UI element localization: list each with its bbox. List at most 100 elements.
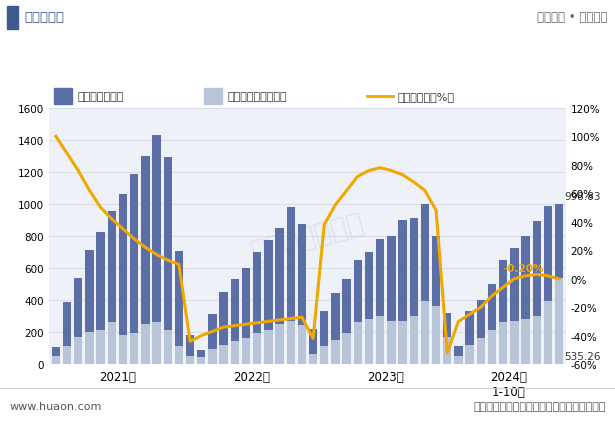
Bar: [74, 337, 82, 364]
Bar: [331, 294, 339, 364]
Bar: [231, 342, 239, 364]
Text: -0.20%: -0.20%: [503, 264, 544, 273]
Bar: [7, 6, 18, 30]
Bar: [454, 356, 462, 364]
Bar: [253, 333, 261, 364]
Bar: [208, 314, 216, 364]
Bar: [264, 241, 272, 364]
Bar: [522, 319, 530, 364]
Text: 专业严谨 • 客观科学: 专业严谨 • 客观科学: [538, 11, 608, 24]
Bar: [85, 250, 93, 364]
Bar: [52, 356, 60, 364]
Bar: [354, 260, 362, 364]
Bar: [399, 321, 407, 364]
Bar: [309, 329, 317, 364]
Bar: [522, 236, 530, 364]
Bar: [443, 313, 451, 364]
Bar: [204, 89, 222, 105]
Text: 998.83: 998.83: [565, 191, 601, 201]
Bar: [544, 206, 552, 364]
Text: 数据来源：国家统计局，华经产业研究院整理: 数据来源：国家统计局，华经产业研究院整理: [474, 401, 606, 411]
Bar: [510, 249, 518, 364]
Bar: [208, 349, 216, 364]
Bar: [477, 338, 485, 364]
Text: 华经情报网: 华经情报网: [25, 11, 65, 24]
Text: 535.26: 535.26: [565, 351, 601, 361]
Bar: [488, 331, 496, 364]
Bar: [488, 284, 496, 364]
Bar: [387, 321, 395, 364]
Bar: [141, 324, 149, 364]
Bar: [220, 292, 228, 364]
Bar: [410, 316, 418, 364]
Bar: [466, 345, 474, 364]
Bar: [533, 316, 541, 364]
Text: 2021-2024年10月天津市房地产商品房及商品房现房销售面积: 2021-2024年10月天津市房地产商品房及商品房现房销售面积: [134, 52, 481, 70]
Bar: [85, 332, 93, 364]
Bar: [499, 260, 507, 364]
Bar: [555, 204, 563, 364]
Bar: [253, 252, 261, 364]
Bar: [119, 194, 127, 364]
Bar: [63, 346, 71, 364]
Bar: [432, 306, 440, 364]
Bar: [454, 346, 462, 364]
Bar: [186, 356, 194, 364]
Bar: [164, 331, 172, 364]
Bar: [97, 331, 105, 364]
Bar: [63, 303, 71, 364]
Bar: [276, 324, 284, 364]
Bar: [141, 156, 149, 364]
Bar: [399, 220, 407, 364]
Bar: [197, 350, 205, 364]
Bar: [231, 279, 239, 364]
Bar: [264, 330, 272, 364]
Bar: [421, 204, 429, 364]
Bar: [320, 346, 328, 364]
Bar: [410, 219, 418, 364]
Bar: [376, 316, 384, 364]
Bar: [175, 252, 183, 364]
Bar: [54, 89, 73, 105]
Bar: [220, 345, 228, 364]
Bar: [343, 279, 351, 364]
Bar: [555, 279, 563, 364]
Bar: [320, 311, 328, 364]
Text: 商品房增速（%）: 商品房增速（%）: [398, 92, 455, 101]
Bar: [365, 319, 373, 364]
Bar: [97, 233, 105, 364]
Bar: [443, 337, 451, 364]
Text: 华经产业研究院: 华经产业研究院: [248, 208, 367, 265]
Bar: [376, 239, 384, 364]
Text: www.huaon.com: www.huaon.com: [9, 401, 101, 411]
Bar: [287, 208, 295, 364]
Bar: [298, 325, 306, 364]
Bar: [108, 212, 116, 364]
Bar: [432, 236, 440, 364]
Bar: [331, 340, 339, 364]
Bar: [387, 236, 395, 364]
Bar: [477, 300, 485, 364]
Bar: [421, 302, 429, 364]
Bar: [466, 311, 474, 364]
Bar: [309, 354, 317, 364]
Bar: [119, 335, 127, 364]
Text: 商品房现房（万㎡）: 商品房现房（万㎡）: [228, 92, 287, 101]
Bar: [130, 334, 138, 364]
Bar: [130, 175, 138, 364]
Bar: [153, 322, 161, 364]
Bar: [74, 279, 82, 364]
Bar: [52, 348, 60, 364]
Bar: [533, 222, 541, 364]
Bar: [354, 322, 362, 364]
Bar: [108, 322, 116, 364]
Bar: [510, 321, 518, 364]
Bar: [186, 335, 194, 364]
Bar: [365, 252, 373, 364]
Bar: [287, 321, 295, 364]
Bar: [499, 322, 507, 364]
Bar: [276, 228, 284, 364]
Bar: [197, 357, 205, 364]
Bar: [164, 157, 172, 364]
Bar: [343, 334, 351, 364]
